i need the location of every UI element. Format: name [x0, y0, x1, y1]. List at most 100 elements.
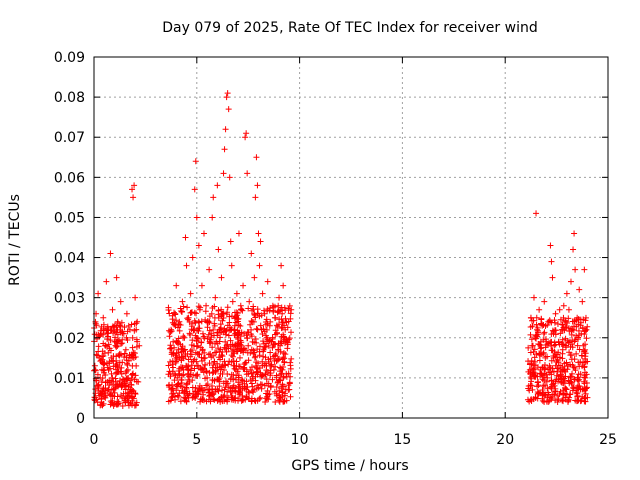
data-point	[104, 378, 111, 385]
data-point	[97, 402, 104, 409]
data-point	[558, 326, 565, 333]
data-point	[568, 352, 575, 359]
data-point	[536, 306, 543, 313]
data-point	[208, 330, 215, 337]
data-point	[170, 390, 177, 397]
data-point	[257, 322, 264, 329]
data-point	[108, 377, 115, 384]
data-point	[187, 367, 194, 374]
data-point	[219, 363, 226, 370]
data-point	[205, 389, 212, 396]
y-tick-label: 0.07	[54, 130, 85, 146]
data-point	[572, 336, 579, 343]
data-point	[285, 386, 292, 393]
data-point	[118, 370, 125, 377]
data-point	[527, 382, 534, 389]
data-point	[217, 394, 224, 401]
data-point	[534, 364, 541, 371]
data-point	[232, 366, 239, 373]
data-point	[112, 362, 119, 369]
data-point	[185, 356, 192, 363]
data-point	[276, 394, 283, 401]
data-point	[582, 359, 589, 366]
data-point	[108, 399, 115, 406]
data-point	[124, 336, 131, 343]
data-point	[178, 376, 185, 383]
data-point	[247, 366, 254, 373]
data-point	[556, 306, 563, 313]
data-point	[117, 340, 124, 347]
data-point	[541, 329, 548, 336]
data-point	[122, 399, 129, 406]
data-point	[181, 389, 188, 396]
data-point	[101, 366, 108, 373]
data-point	[560, 380, 567, 387]
data-point	[272, 363, 279, 370]
data-point	[548, 258, 555, 265]
data-point	[278, 262, 285, 269]
data-point	[571, 230, 578, 237]
data-point	[106, 358, 113, 365]
data-point	[261, 310, 268, 317]
data-point	[276, 294, 283, 301]
data-point	[548, 384, 555, 391]
data-point	[193, 343, 200, 350]
data-point	[582, 398, 589, 405]
data-point	[95, 290, 102, 297]
data-point	[105, 349, 112, 356]
x-axis-tick-labels: 0 5 10 15 20 25	[90, 432, 617, 448]
data-point	[530, 294, 537, 301]
data-point	[256, 395, 263, 402]
data-point	[244, 170, 251, 177]
data-point	[576, 346, 583, 353]
data-point	[251, 274, 258, 281]
data-point	[262, 354, 269, 361]
data-point	[221, 146, 228, 153]
data-point	[243, 130, 250, 137]
data-point	[128, 354, 135, 361]
data-point	[188, 309, 195, 316]
data-point	[98, 330, 105, 337]
data-point	[528, 336, 535, 343]
y-tick-label: 0.03	[54, 291, 85, 307]
data-point	[577, 322, 584, 329]
data-point	[203, 302, 210, 309]
data-point	[114, 393, 121, 400]
data-point	[173, 317, 180, 324]
data-point	[579, 386, 586, 393]
data-point	[243, 378, 250, 385]
data-point	[556, 391, 563, 398]
data-point	[225, 106, 232, 113]
data-point	[580, 348, 587, 355]
data-point	[264, 278, 271, 285]
y-axis-tick-labels: 0 0.01 0.02 0.03 0.04 0.05 0.06 0.07 0.08 0.09	[54, 50, 85, 427]
data-point	[188, 309, 195, 316]
data-point	[545, 389, 552, 396]
y-axis-label: ROTI / TECUs	[7, 194, 23, 286]
data-point	[560, 391, 567, 398]
data-point	[275, 308, 282, 315]
data-point	[103, 278, 110, 285]
data-point	[104, 336, 111, 343]
data-point	[573, 323, 580, 330]
data-point	[282, 351, 289, 358]
data-point	[253, 364, 260, 371]
data-points	[91, 90, 591, 409]
data-point	[246, 298, 253, 305]
data-point	[253, 325, 260, 332]
data-point	[264, 394, 271, 401]
data-point	[218, 306, 225, 313]
data-point	[204, 324, 211, 331]
data-point	[532, 358, 539, 365]
data-point	[181, 346, 188, 353]
data-point	[534, 391, 541, 398]
data-point	[206, 360, 213, 367]
data-point	[579, 363, 586, 370]
data-point	[287, 310, 294, 317]
data-point	[199, 330, 206, 337]
y-tick-label: 0.01	[54, 371, 85, 387]
data-point	[115, 398, 122, 405]
data-point	[273, 383, 280, 390]
data-point	[278, 370, 285, 377]
data-point	[574, 314, 581, 321]
